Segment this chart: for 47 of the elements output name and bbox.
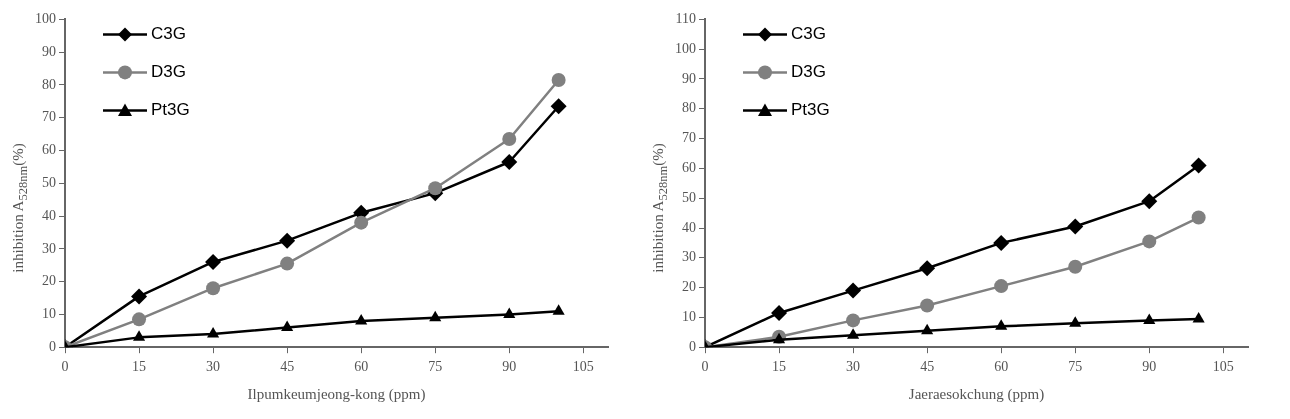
y-tick-label: 40 — [42, 207, 56, 223]
y-tick-label: 100 — [35, 11, 56, 27]
x-tick-label: 75 — [1068, 359, 1083, 375]
y-tick-label: 10 — [42, 306, 56, 322]
y-tick-label: 40 — [682, 219, 696, 235]
y-tick-label: 0 — [689, 338, 696, 354]
y-tick-label: 80 — [42, 76, 56, 92]
x-tick-label: 0 — [701, 359, 709, 375]
y-tick-label: 0 — [49, 338, 56, 354]
legend-label: Pt3G — [151, 100, 190, 120]
x-axis-title: Jaeraesokchung (ppm) — [908, 385, 1045, 403]
legend-label: Pt3G — [791, 100, 830, 120]
x-tick-label: 30 — [846, 359, 861, 375]
y-tick-label: 70 — [682, 130, 696, 146]
x-tick-label: 45 — [280, 359, 295, 375]
y-tick-label: 50 — [42, 174, 56, 190]
legend-label: D3G — [151, 62, 186, 82]
x-tick-label: 105 — [572, 359, 594, 375]
y-tick-label: 50 — [682, 189, 696, 205]
y-tick-label: 90 — [42, 43, 56, 59]
x-tick-label: 15 — [132, 359, 147, 375]
y-tick-label: 60 — [42, 142, 56, 158]
y-tick-label: 30 — [682, 249, 696, 265]
y-tick-label: 70 — [42, 109, 56, 125]
y-tick-label: 100 — [675, 40, 696, 56]
y-tick-label: 10 — [682, 309, 696, 325]
x-tick-label: 0 — [61, 359, 69, 375]
x-axis-title: Ilpumkeumjeong-kong (ppm) — [247, 385, 426, 403]
legend-label: C3G — [791, 24, 826, 44]
legend-label: C3G — [151, 24, 186, 44]
x-tick-label: 45 — [920, 359, 935, 375]
y-tick-label: 80 — [682, 100, 696, 116]
x-tick-label: 90 — [1142, 359, 1157, 375]
y-tick-label: 110 — [675, 11, 696, 27]
x-tick-label: 60 — [354, 359, 369, 375]
x-tick-label: 60 — [994, 359, 1009, 375]
x-tick-label: 15 — [772, 359, 787, 375]
y-tick-label: 90 — [682, 70, 696, 86]
x-tick-label: 30 — [206, 359, 221, 375]
y-tick-label: 20 — [682, 279, 696, 295]
x-tick-label: 105 — [1212, 359, 1234, 375]
x-tick-label: 90 — [502, 359, 517, 375]
y-tick-label: 60 — [682, 160, 696, 176]
x-tick-label: 75 — [428, 359, 443, 375]
y-tick-label: 20 — [42, 273, 56, 289]
legend-label: D3G — [791, 62, 826, 82]
y-tick-label: 30 — [42, 240, 56, 256]
